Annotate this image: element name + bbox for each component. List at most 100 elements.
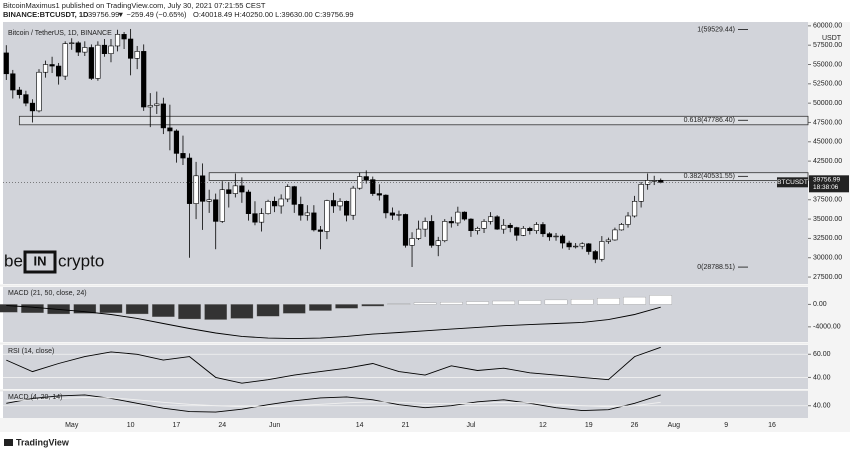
level-label: 1(59529.44) xyxy=(697,26,735,33)
candle-body xyxy=(42,64,49,73)
histogram-bar xyxy=(387,303,411,305)
panel-background xyxy=(3,345,808,389)
x-tick-label: May xyxy=(65,422,79,429)
candle-body xyxy=(101,44,108,54)
candle-body xyxy=(363,176,369,180)
candle-body xyxy=(36,71,42,112)
candle-body xyxy=(272,201,278,207)
x-tick-label: Jun xyxy=(269,422,280,429)
candle-body xyxy=(546,233,553,238)
candle-body xyxy=(10,73,16,91)
candle-body xyxy=(514,227,520,236)
y-tick-label: 30000.00 xyxy=(813,255,842,262)
candle-body xyxy=(69,42,75,44)
y-tick-label: 32500.00 xyxy=(813,235,842,242)
histogram-bar xyxy=(466,301,489,305)
candle-body xyxy=(592,251,598,260)
candle-body xyxy=(520,228,526,236)
candle-body xyxy=(625,215,631,225)
x-tick-label: 24 xyxy=(218,422,226,429)
y-tick-label: 27500.00 xyxy=(813,274,842,281)
x-tick-label: Aug xyxy=(668,422,681,429)
price-tag xyxy=(809,175,849,193)
candle-body xyxy=(324,200,330,232)
y-tick-label: 42500.00 xyxy=(813,158,842,165)
y-tick-label: 57500.00 xyxy=(813,42,842,49)
candle-body xyxy=(651,180,657,182)
x-tick-label: 21 xyxy=(402,422,410,429)
panel-background xyxy=(3,391,808,418)
candle-body xyxy=(559,235,566,244)
candle-body xyxy=(448,221,454,224)
histogram-bar xyxy=(335,304,358,309)
histogram-bar xyxy=(492,300,515,305)
x-tick-label: 17 xyxy=(173,422,181,429)
candle-body xyxy=(586,243,592,252)
candle-body xyxy=(232,185,238,194)
watermark-logo: be IN crypto xyxy=(4,250,104,274)
footer-logo: TradingView xyxy=(4,437,70,447)
candle-body xyxy=(612,229,618,241)
candle-body xyxy=(226,189,232,194)
candle-body xyxy=(108,45,114,54)
candle-body xyxy=(23,94,29,104)
macd-line xyxy=(6,305,661,340)
candle-body xyxy=(29,102,36,112)
candle-body xyxy=(370,179,376,194)
symbol: BINANCE:BTCUSDT, 1D xyxy=(3,10,89,19)
candle-body xyxy=(167,127,173,132)
histogram-bar xyxy=(282,304,306,314)
candle-body xyxy=(638,184,644,202)
y-tick-label: 0.00 xyxy=(813,301,827,308)
candle-body xyxy=(422,221,428,230)
candle-body xyxy=(141,51,147,108)
candle-body xyxy=(121,34,127,40)
histogram-bar xyxy=(440,302,463,305)
candle-body xyxy=(357,176,363,189)
candle-body xyxy=(579,243,585,247)
histogram-bar xyxy=(125,304,149,315)
candle-body xyxy=(494,216,500,230)
candle-body xyxy=(573,245,579,248)
indicator-line xyxy=(6,394,661,413)
histogram-bar xyxy=(309,304,332,311)
candle-body xyxy=(409,238,415,246)
histogram-bar xyxy=(518,300,542,305)
candle-body xyxy=(487,216,494,222)
candle-body xyxy=(396,214,402,216)
candle-body xyxy=(173,130,180,154)
footer-icon xyxy=(4,439,13,446)
candle-body xyxy=(311,212,317,231)
x-tick-label: Jul xyxy=(466,422,475,429)
candle-body xyxy=(658,179,664,183)
y-tick-label: 47500.00 xyxy=(813,119,842,126)
y-tick-label: 52500.00 xyxy=(813,81,842,88)
candle-body xyxy=(75,42,81,53)
candle-body xyxy=(631,201,638,217)
candle-body xyxy=(461,211,467,220)
candle-body xyxy=(134,51,140,59)
candle-body xyxy=(337,201,343,207)
level-label: 0.618(47786.40) xyxy=(684,117,735,124)
logo-left: be xyxy=(4,251,23,270)
y-tick-label: -4000.00 xyxy=(813,324,841,331)
candle-body xyxy=(114,34,121,47)
candle-body xyxy=(56,65,62,77)
candle-body xyxy=(200,175,206,202)
ohlc: O:40018.49 H:40250.00 L:39630.00 C:39756… xyxy=(193,10,354,19)
x-tick-label: 10 xyxy=(127,422,135,429)
candle-body xyxy=(429,221,435,246)
level-label: 0.382(40531.55) xyxy=(684,173,735,180)
candle-body xyxy=(350,187,356,216)
candle-body xyxy=(599,241,605,260)
candle-body xyxy=(501,224,507,230)
candle-body xyxy=(527,228,533,231)
candle-body xyxy=(474,228,481,231)
y-tick-label: 50000.00 xyxy=(813,100,842,107)
candle-body xyxy=(389,212,396,216)
candle-body xyxy=(154,103,160,106)
candle-body xyxy=(49,64,55,67)
x-tick-label: 16 xyxy=(768,422,776,429)
candle-body xyxy=(186,157,193,204)
